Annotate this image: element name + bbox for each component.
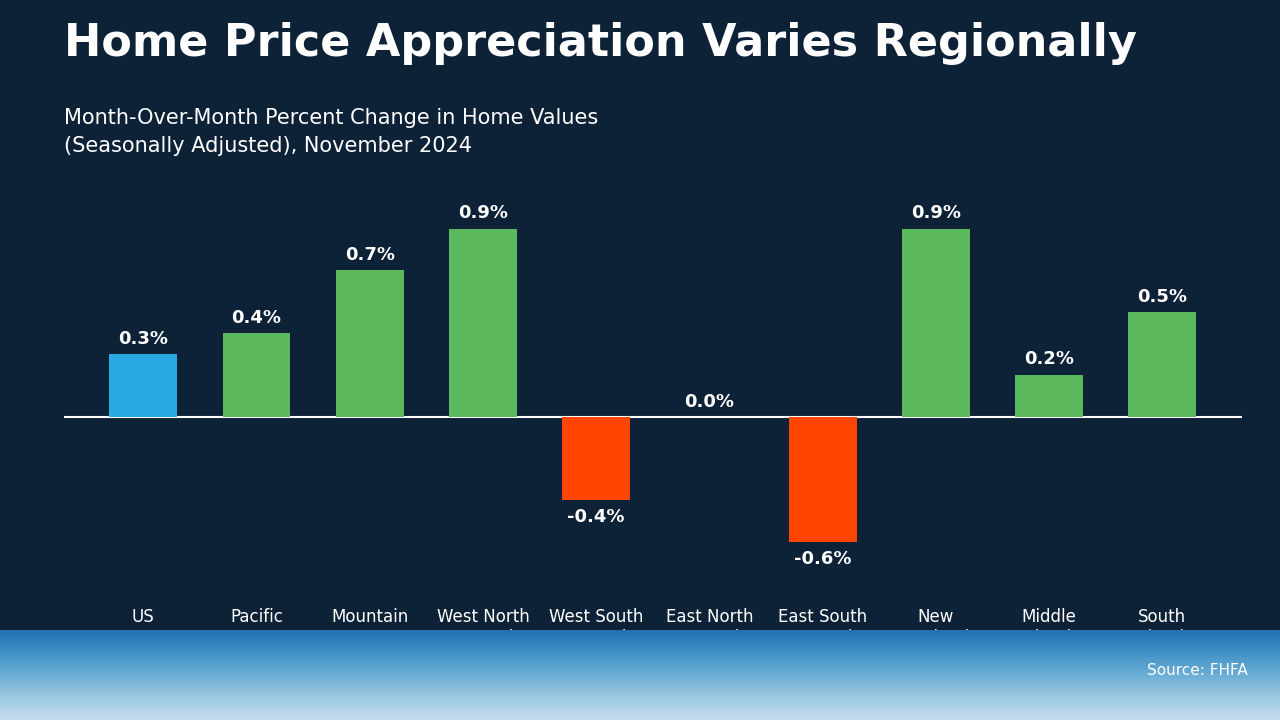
Text: 0.7%: 0.7% [344,246,394,264]
Bar [223,333,291,416]
Text: Month-Over-Month Percent Change in Home Values
(Seasonally Adjusted), November 2: Month-Over-Month Percent Change in Home … [64,108,598,156]
Bar [902,229,970,416]
Text: 0.4%: 0.4% [232,309,282,327]
Bar [335,271,403,416]
Text: 0.3%: 0.3% [118,330,168,348]
Text: -0.4%: -0.4% [567,508,625,526]
Text: 0.0%: 0.0% [685,393,735,411]
Bar [449,229,517,416]
Text: 0.9%: 0.9% [458,204,508,222]
Bar [1129,312,1197,416]
Text: Source: FHFA: Source: FHFA [1147,663,1248,678]
Text: Home Price Appreciation Varies Regionally: Home Price Appreciation Varies Regionall… [64,22,1137,65]
Bar [1015,375,1083,416]
Bar [109,354,177,416]
Bar [788,416,856,541]
Text: -0.6%: -0.6% [794,550,851,568]
Text: 0.2%: 0.2% [1024,351,1074,369]
Text: 0.9%: 0.9% [911,204,961,222]
Text: 0.5%: 0.5% [1138,288,1188,306]
Bar [562,416,630,500]
